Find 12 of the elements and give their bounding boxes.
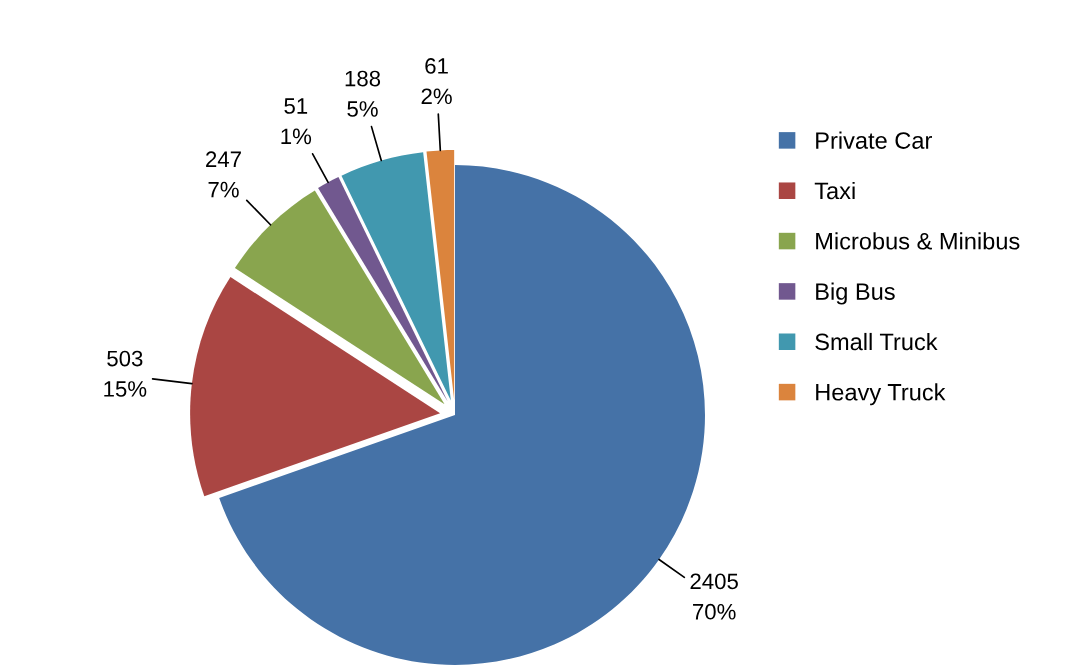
legend-label: Heavy Truck [816,383,946,406]
legend-label: Taxi [814,181,855,200]
data-label: 2405 70% [690,573,738,620]
data-label: 51 1% [281,98,312,145]
data-label: 188 5% [345,70,381,117]
data-label: 61 2% [421,58,452,105]
legend-label: Small Truck [815,332,938,351]
data-label: 503 15% [104,350,147,397]
legend-label: Big Bus [816,282,895,305]
legend-label: Microbus & Minibus [816,232,1020,250]
data-label: 247 7% [206,151,241,198]
legend-label: Private Car [816,131,932,149]
